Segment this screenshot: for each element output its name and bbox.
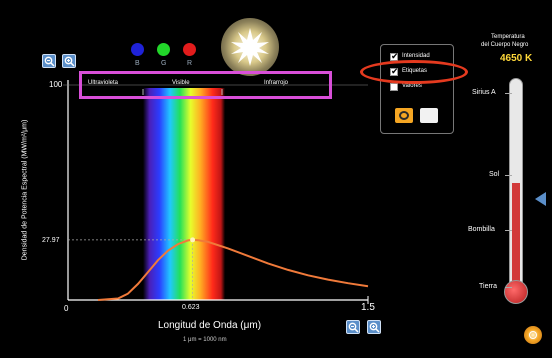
- y-peak-label: 27.97: [42, 237, 60, 244]
- temperature-slider-handle[interactable]: [535, 192, 546, 206]
- blue-dot-label: B: [135, 60, 140, 67]
- x-max-label: 1.5: [361, 302, 375, 313]
- mark-sirius-a: Sirius A: [472, 89, 496, 96]
- temperature-title-line1: Temperatura: [491, 34, 525, 40]
- options-panel: [380, 44, 454, 134]
- zoom-in-vertical-button[interactable]: [62, 54, 76, 68]
- check-icon: ✔: [391, 51, 399, 61]
- eraser-icon[interactable]: [420, 108, 438, 123]
- thermo-tick: [505, 93, 512, 94]
- temperature-title-line2: del Cuerpo Negro: [481, 42, 529, 48]
- mark-sol: Sol: [489, 171, 500, 178]
- visible-spectrum-band: [143, 88, 225, 300]
- y-axis-title: Densidad de Potencia Espectral (MW/m²/μm…: [21, 119, 29, 261]
- thermometer-fill: [512, 183, 520, 283]
- labels-highlight-ellipse: [360, 60, 468, 84]
- x-zero-label: 0: [64, 304, 69, 313]
- magnifier-minus-icon: [348, 322, 359, 333]
- mark-tierra: Tierra: [479, 283, 498, 290]
- intensity-label: Intensidad: [402, 53, 430, 59]
- zoom-out-horizontal-button[interactable]: [346, 320, 360, 334]
- green-dot[interactable]: [157, 43, 170, 56]
- y-max-label: 100: [49, 80, 63, 89]
- thermo-tick: [505, 175, 512, 176]
- blue-dot[interactable]: [131, 43, 144, 56]
- camera-icon[interactable]: [395, 108, 413, 123]
- magnifier-plus-icon: [369, 322, 380, 333]
- zoom-in-horizontal-button[interactable]: [367, 320, 381, 334]
- values-checkbox[interactable]: [390, 83, 398, 91]
- thermometer-bulb: [504, 280, 528, 304]
- peak-marker[interactable]: [190, 237, 196, 243]
- red-dot-label: R: [187, 60, 193, 67]
- temperature-value: 4650 K: [500, 53, 533, 64]
- band-label-ultraviolet: Ultravioleta: [88, 80, 119, 86]
- thermo-tick: [505, 230, 512, 231]
- sun-icon[interactable]: [221, 18, 279, 76]
- thermometer-tube: [509, 78, 523, 284]
- reset-icon[interactable]: [524, 326, 542, 344]
- red-dot[interactable]: [183, 43, 196, 56]
- band-label-visible: Visible: [172, 80, 190, 86]
- mark-bombilla: Bombilla: [468, 226, 495, 233]
- green-dot-label: G: [161, 60, 167, 67]
- x-axis-title: Longitud de Onda (μm): [158, 320, 262, 331]
- magnifier-minus-icon: [44, 56, 55, 67]
- band-labels-highlight-box: [79, 71, 332, 99]
- unit-note: 1 μm = 1000 nm: [183, 337, 227, 343]
- thermo-tick: [505, 287, 512, 288]
- magnifier-plus-icon: [64, 56, 75, 67]
- spectral-curve: [97, 238, 369, 301]
- zoom-out-vertical-button[interactable]: [42, 54, 56, 68]
- values-label: Valores: [402, 83, 422, 89]
- x-peak-label: 0.623: [182, 304, 200, 311]
- band-label-infrared: Infrarrojo: [264, 80, 289, 86]
